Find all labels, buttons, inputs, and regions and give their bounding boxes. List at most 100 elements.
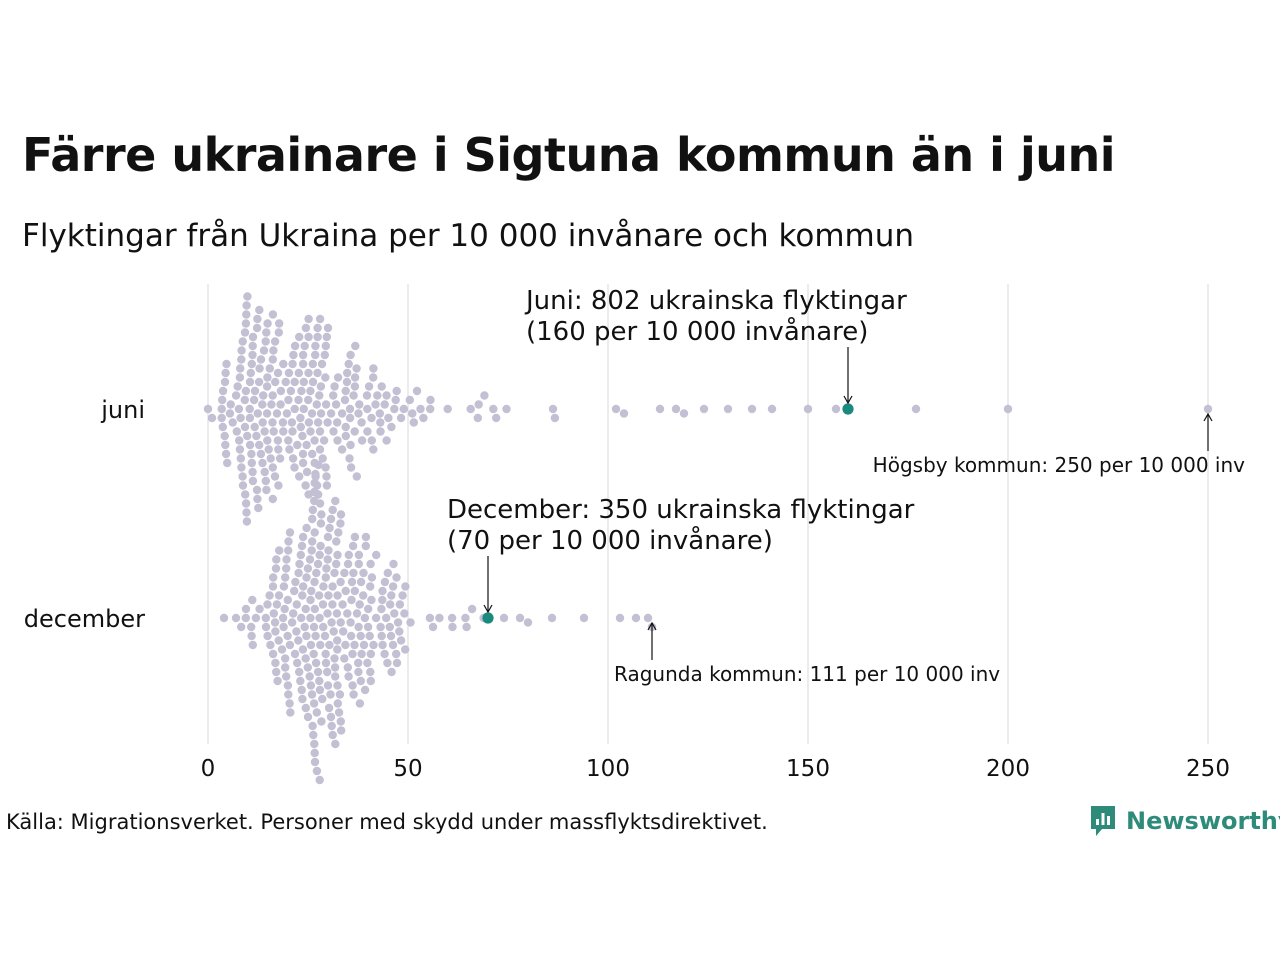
data-point-juni (300, 341, 309, 351)
data-point-december (343, 559, 353, 569)
data-point-december (378, 640, 387, 650)
data-point-juni (281, 377, 290, 387)
data-point-juni (315, 427, 325, 436)
data-point-december (359, 640, 369, 650)
data-point-juni (308, 359, 317, 369)
data-point-juni (218, 386, 228, 396)
data-point-juni (341, 386, 350, 396)
data-point-juni (419, 413, 428, 423)
data-point-december (248, 640, 257, 650)
data-point-juni (217, 404, 226, 414)
data-point-juni (265, 364, 274, 373)
data-point-december (315, 676, 324, 686)
data-point-juni (373, 391, 382, 400)
data-point-december (401, 582, 410, 591)
data-point-juni (241, 499, 251, 508)
data-point-juni (295, 472, 304, 481)
data-point-juni (250, 422, 259, 432)
data-point-december (365, 631, 374, 641)
data-point-december (324, 703, 334, 713)
data-point-december (308, 514, 317, 524)
data-point-december (272, 600, 282, 609)
data-point-december (401, 645, 410, 654)
data-point-december (294, 568, 303, 578)
data-point-december (324, 546, 333, 555)
data-point-juni (321, 400, 331, 409)
data-point-juni (242, 301, 251, 310)
data-point-juni (253, 494, 262, 504)
data-point-juni (252, 323, 262, 333)
data-point-juni (268, 463, 277, 472)
data-point-juni (426, 395, 435, 405)
data-point-juni (290, 404, 299, 414)
data-point-juni (679, 409, 689, 418)
data-point-juni (399, 404, 408, 414)
data-point-december (315, 685, 325, 695)
category-label-juni: juni (100, 396, 145, 424)
newsworthy-logo[interactable]: Newsworthy (1088, 803, 1280, 839)
data-point-juni (302, 467, 312, 477)
data-point-juni (241, 490, 250, 499)
data-point-december (306, 640, 316, 650)
data-point-juni (237, 355, 246, 364)
data-point-december (284, 537, 293, 546)
data-point-december (448, 622, 457, 632)
data-point-juni (322, 332, 331, 342)
x-tick-label: 50 (393, 756, 422, 782)
data-point-juni (243, 431, 252, 441)
data-point-december (447, 613, 457, 623)
data-point-juni (350, 427, 359, 436)
data-point-december (363, 622, 373, 632)
data-point-juni (274, 481, 283, 490)
data-point-december (284, 546, 293, 555)
data-point-juni (241, 386, 251, 396)
annotation-callout-juni-line-0: Juni: 802 ukrainska flyktingar (524, 286, 907, 316)
data-point-december (297, 685, 306, 695)
data-point-juni (255, 364, 264, 373)
data-point-december (305, 555, 315, 564)
data-point-december (377, 604, 386, 614)
data-point-juni (466, 404, 475, 414)
data-point-december (302, 573, 311, 582)
data-point-juni (232, 427, 241, 436)
data-point-juni (217, 413, 226, 423)
data-point-juni (333, 436, 342, 445)
data-point-juni (329, 391, 338, 400)
data-point-december (354, 667, 363, 677)
data-point-december (366, 582, 375, 591)
data-point-juni (313, 368, 322, 378)
data-point-juni (352, 364, 361, 373)
data-point-juni (207, 413, 217, 423)
data-point-juni (273, 368, 283, 378)
data-point-juni (235, 445, 245, 454)
data-point-december (328, 505, 337, 515)
data-point-juni (357, 418, 366, 427)
data-point-juni (321, 341, 330, 351)
data-point-december (371, 613, 381, 623)
data-point-juni (396, 413, 406, 423)
data-point-december (333, 550, 342, 560)
data-point-december (241, 613, 250, 623)
data-point-juni (803, 404, 813, 414)
data-point-juni (255, 440, 264, 450)
data-point-juni (258, 418, 267, 427)
data-point-december (325, 640, 334, 650)
data-point-december (280, 604, 289, 614)
data-point-december (341, 586, 350, 596)
data-point-juni (473, 413, 482, 423)
data-point-december (255, 604, 264, 614)
data-point-december (307, 690, 317, 699)
data-point-december (311, 469, 320, 479)
data-point-juni (380, 400, 389, 409)
data-point-juni (235, 436, 244, 445)
data-point-juni (238, 337, 247, 346)
data-point-december (354, 658, 363, 668)
data-point-juni (268, 418, 277, 427)
data-point-juni (322, 481, 332, 490)
data-point-december (271, 627, 280, 636)
data-point-december (309, 622, 319, 632)
data-point-juni (270, 337, 280, 346)
data-point-juni (369, 445, 378, 454)
data-point-juni (550, 413, 560, 423)
data-point-juni (267, 400, 276, 409)
